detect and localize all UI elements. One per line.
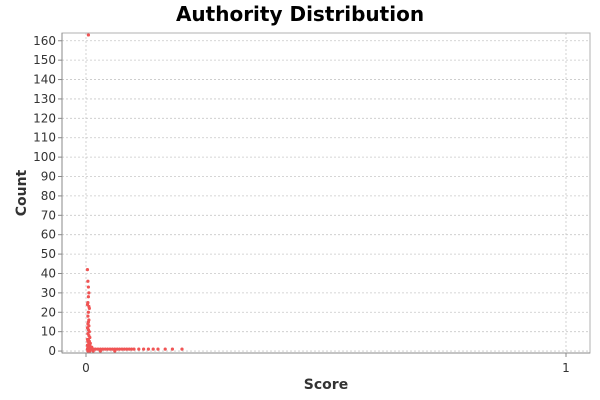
plot-area: 0102030405060708090100110120130140150160… xyxy=(33,32,591,375)
data-point xyxy=(98,349,102,353)
data-point xyxy=(87,306,91,310)
data-point xyxy=(122,347,126,351)
data-point xyxy=(86,314,90,318)
chart-title: Authority Distribution xyxy=(176,2,424,26)
data-point xyxy=(163,347,167,351)
y-tick-label: 120 xyxy=(33,111,56,125)
data-point xyxy=(151,347,155,351)
data-point xyxy=(106,347,110,351)
y-tick-label: 90 xyxy=(41,170,56,184)
x-axis-label: Score xyxy=(304,377,348,393)
y-tick-label: 10 xyxy=(41,325,56,339)
y-tick-label: 50 xyxy=(41,247,56,261)
x-tick-label: 1 xyxy=(562,361,570,375)
data-point xyxy=(137,347,141,351)
data-point xyxy=(86,295,90,299)
y-tick-label: 20 xyxy=(41,305,56,319)
y-tick-label: 80 xyxy=(41,189,56,203)
data-point xyxy=(120,347,124,351)
data-point xyxy=(86,33,90,37)
data-point xyxy=(125,347,129,351)
plot-background xyxy=(62,33,590,353)
data-point xyxy=(101,347,105,351)
data-point xyxy=(142,347,146,351)
data-point xyxy=(127,347,131,351)
y-tick-label: 150 xyxy=(33,53,56,67)
data-point xyxy=(86,285,90,289)
data-point xyxy=(110,347,114,351)
data-point xyxy=(94,347,98,351)
data-point xyxy=(170,347,174,351)
data-point xyxy=(118,347,122,351)
data-point xyxy=(132,347,136,351)
y-axis-label: Count xyxy=(14,169,30,216)
data-point xyxy=(96,347,100,351)
data-point xyxy=(86,310,90,314)
data-point xyxy=(87,291,91,295)
y-tick-label: 30 xyxy=(41,286,56,300)
y-tick-label: 0 xyxy=(48,344,56,358)
y-tick-label: 40 xyxy=(41,266,56,280)
y-tick-label: 140 xyxy=(33,73,56,87)
y-tick-label: 70 xyxy=(41,208,56,222)
data-point xyxy=(86,279,90,283)
data-point xyxy=(156,347,160,351)
data-point xyxy=(130,347,134,351)
data-point xyxy=(103,347,107,351)
data-point xyxy=(91,349,95,353)
data-point xyxy=(180,347,184,351)
y-tick-label: 160 xyxy=(33,34,56,48)
x-tick-label: 0 xyxy=(82,361,90,375)
data-point xyxy=(115,347,119,351)
y-tick-label: 60 xyxy=(41,228,56,242)
data-point xyxy=(85,268,90,272)
data-point xyxy=(88,349,92,353)
data-point xyxy=(146,347,150,351)
data-point xyxy=(108,347,112,351)
y-tick-label: 100 xyxy=(33,150,56,164)
y-tick-label: 130 xyxy=(33,92,56,106)
y-tick-label: 110 xyxy=(33,131,56,145)
data-point xyxy=(113,349,117,353)
